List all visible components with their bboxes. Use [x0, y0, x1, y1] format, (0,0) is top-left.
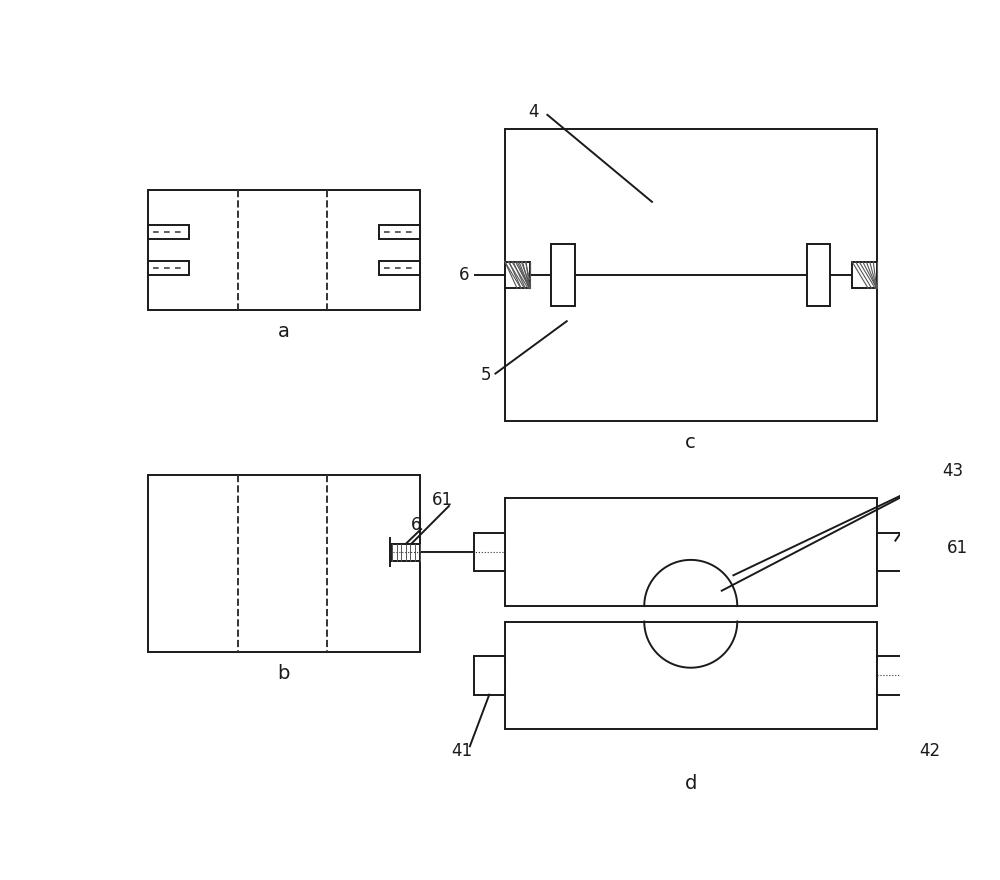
Bar — [505, 261, 530, 289]
Text: 6: 6 — [410, 517, 421, 534]
Bar — [474, 533, 505, 571]
Text: 5: 5 — [480, 366, 491, 384]
Bar — [474, 656, 505, 694]
Bar — [505, 128, 877, 422]
Bar — [379, 225, 420, 239]
Bar — [877, 533, 908, 571]
Text: 43: 43 — [943, 462, 964, 480]
Bar — [807, 244, 830, 306]
Text: c: c — [685, 433, 696, 452]
Bar — [505, 498, 877, 606]
Text: 42: 42 — [919, 742, 940, 759]
Bar — [852, 261, 877, 289]
Bar — [877, 656, 908, 694]
Text: 4: 4 — [528, 103, 538, 121]
Text: 6: 6 — [459, 266, 470, 284]
Text: 61: 61 — [432, 491, 453, 509]
Text: 41: 41 — [452, 742, 473, 759]
Text: b: b — [278, 664, 290, 684]
Bar — [392, 544, 420, 561]
Bar — [505, 621, 877, 730]
Text: 61: 61 — [946, 539, 968, 557]
Bar — [962, 667, 989, 684]
Text: d: d — [685, 774, 697, 793]
Bar — [148, 225, 189, 239]
Bar — [379, 260, 420, 275]
Text: a: a — [278, 322, 290, 341]
Bar — [148, 260, 189, 275]
Bar — [148, 190, 420, 310]
Bar — [148, 475, 420, 652]
Bar — [551, 244, 574, 306]
